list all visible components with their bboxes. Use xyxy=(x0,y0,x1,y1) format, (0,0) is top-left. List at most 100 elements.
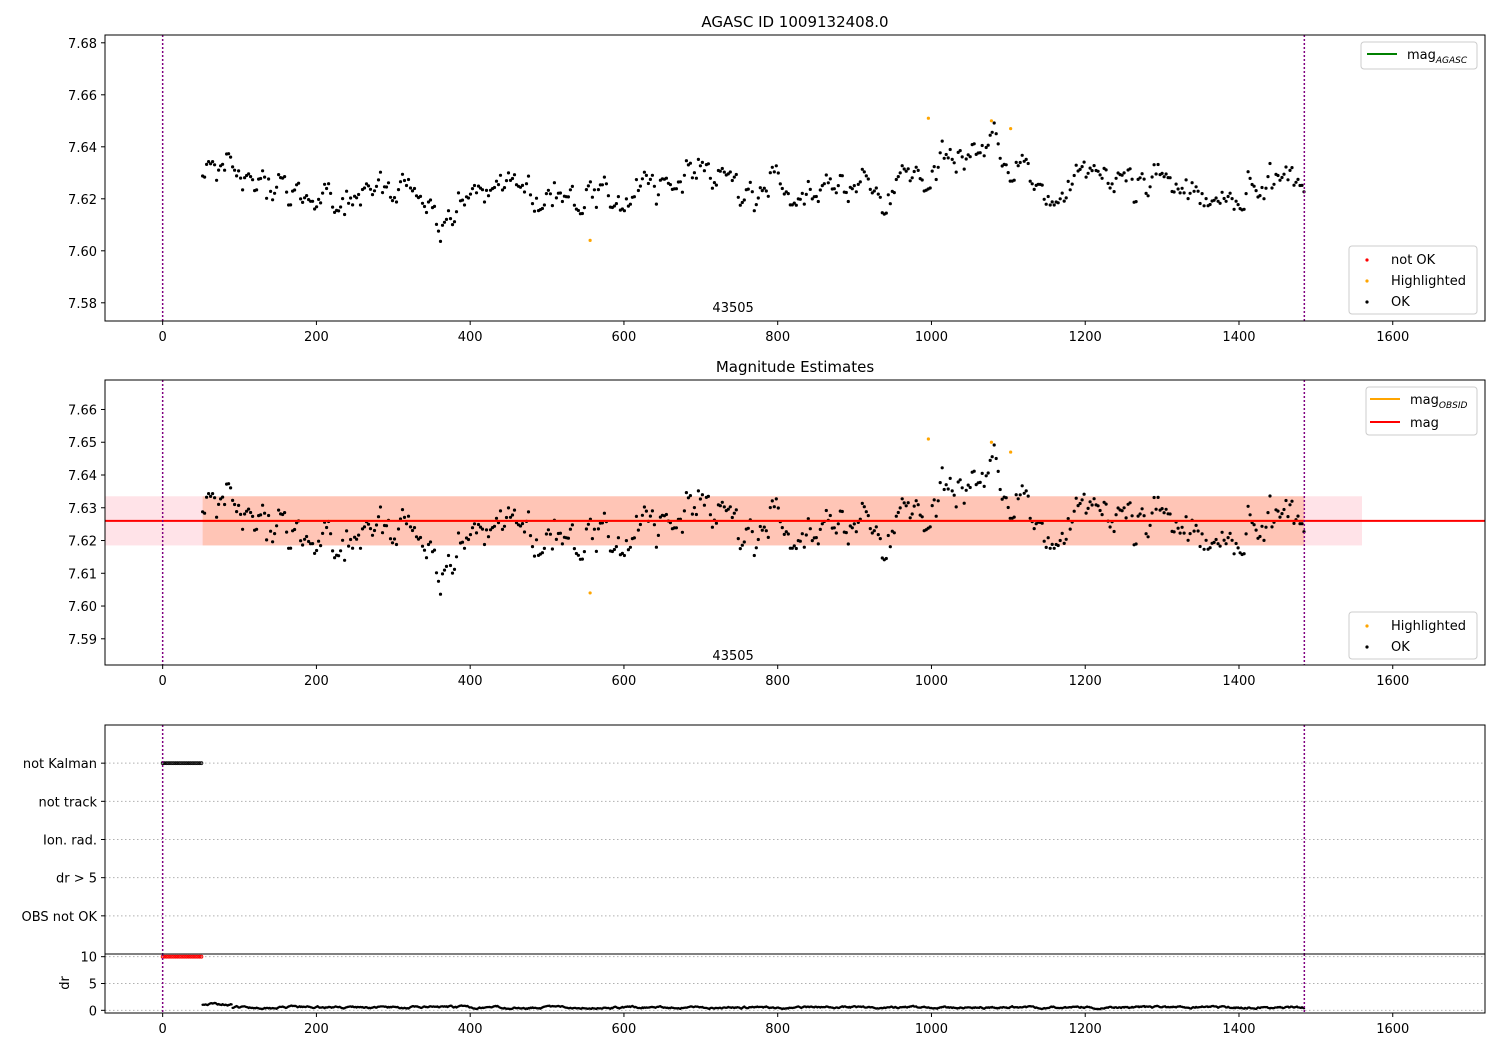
ok-point xyxy=(1044,202,1048,206)
ok-point xyxy=(594,549,599,554)
ok-point xyxy=(1042,197,1046,201)
legend-subscript-agasc: AGASC xyxy=(1435,56,1468,66)
ok-point xyxy=(241,188,245,192)
ok-point xyxy=(850,187,854,191)
ok-point xyxy=(390,541,395,545)
ok-point xyxy=(690,176,695,180)
ok-point xyxy=(844,190,848,195)
dr-red-point xyxy=(186,954,191,959)
ok-point xyxy=(261,503,265,507)
ok-point xyxy=(368,527,373,531)
ok-point xyxy=(1270,186,1274,190)
ok-point xyxy=(928,186,932,190)
ok-point xyxy=(634,178,639,182)
ok-point xyxy=(580,557,585,561)
ok-point xyxy=(572,547,577,551)
ok-point xyxy=(1184,178,1188,182)
ok-point xyxy=(1202,547,1206,551)
ok-point xyxy=(1128,167,1132,171)
ok-point xyxy=(840,509,844,514)
ok-point xyxy=(357,192,361,197)
mid-ytick-label: 7.60 xyxy=(68,600,97,615)
flag-row-label: not track xyxy=(38,795,97,810)
flag-rows: not Kalman not track Ion. rad. dr > 5 OBS no… xyxy=(22,757,1485,925)
ok-point xyxy=(888,545,892,549)
ok-point xyxy=(1234,199,1238,203)
ok-point xyxy=(680,190,685,194)
ok-point xyxy=(1292,521,1296,526)
ok-point xyxy=(1026,161,1030,166)
ok-point xyxy=(634,514,639,519)
ok-point xyxy=(1110,182,1114,186)
ok-point xyxy=(213,163,217,167)
ok-point xyxy=(696,157,701,161)
ok-point xyxy=(896,175,900,179)
ok-point xyxy=(518,185,523,189)
ok-point xyxy=(754,546,758,550)
ok-point xyxy=(1022,491,1026,495)
ok-point xyxy=(333,556,337,560)
ok-point xyxy=(450,571,455,575)
ok-point xyxy=(271,540,275,544)
ok-point xyxy=(1064,537,1068,541)
ok-point xyxy=(642,170,647,174)
ok-point xyxy=(1160,171,1164,175)
ok-point xyxy=(990,455,994,459)
ok-point xyxy=(1264,525,1268,529)
ok-point xyxy=(826,181,830,185)
ok-point xyxy=(816,542,820,546)
ok-point xyxy=(566,195,571,199)
ok-point xyxy=(522,190,527,194)
ok-point xyxy=(992,121,996,125)
dr-red-point xyxy=(195,954,200,959)
ok-point xyxy=(205,162,209,166)
ok-point xyxy=(1276,509,1280,513)
ok-point xyxy=(540,206,545,211)
ok-point xyxy=(1248,176,1252,180)
ok-point xyxy=(233,502,237,507)
ok-point xyxy=(954,505,958,509)
ok-point xyxy=(616,195,621,199)
ok-point xyxy=(1080,165,1084,169)
ok-point xyxy=(730,515,734,520)
ok-point xyxy=(355,537,359,541)
ok-point xyxy=(740,200,744,205)
ok-point xyxy=(912,169,916,174)
ok-point xyxy=(1086,171,1090,175)
ok-point xyxy=(374,184,379,188)
ok-point xyxy=(337,209,341,213)
ok-point xyxy=(792,544,796,548)
ok-point xyxy=(466,537,471,542)
ok-point xyxy=(444,564,449,569)
ok-point xyxy=(994,132,998,136)
ok-point xyxy=(620,551,625,556)
ok-point xyxy=(1160,507,1164,511)
ok-point xyxy=(568,188,573,192)
ok-point xyxy=(938,481,942,485)
dr-red-point xyxy=(179,954,184,959)
ok-point xyxy=(1026,494,1030,498)
ok-point xyxy=(1066,517,1070,521)
ok-point xyxy=(424,210,429,215)
ok-point xyxy=(1052,203,1056,207)
ok-point xyxy=(390,199,395,203)
ok-point xyxy=(315,205,319,209)
ok-point xyxy=(221,495,225,499)
ok-point xyxy=(780,186,784,191)
ok-point xyxy=(1070,182,1074,186)
dr-xtick-label: 0 xyxy=(159,1022,167,1037)
legend-label-ok: OK xyxy=(1391,295,1410,310)
ok-point xyxy=(420,544,425,548)
ok-point xyxy=(1180,186,1184,190)
ok-point xyxy=(1156,162,1160,167)
ok-point xyxy=(638,522,643,527)
ok-point xyxy=(628,545,633,549)
ok-point xyxy=(1268,494,1272,498)
ok-point xyxy=(339,549,343,553)
ok-point xyxy=(860,167,864,171)
ok-point xyxy=(508,515,513,519)
ok-point xyxy=(884,556,888,561)
ok-point xyxy=(486,535,491,539)
ok-point xyxy=(646,181,651,186)
ok-point xyxy=(1068,188,1072,192)
